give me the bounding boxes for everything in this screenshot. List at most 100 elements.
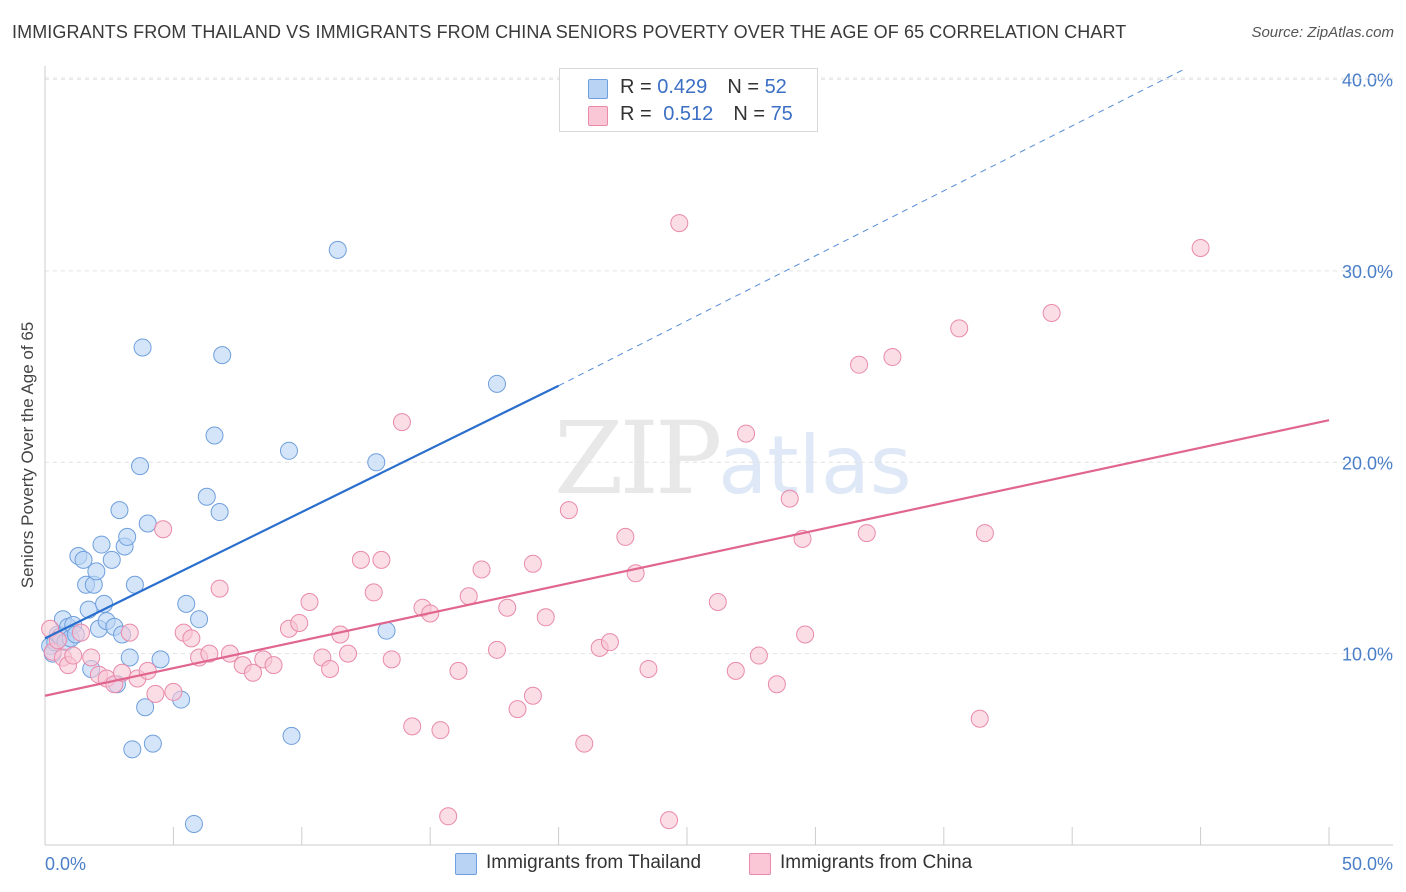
legend-r-value-thailand: 0.429 [657, 76, 708, 98]
data-point-thailand [138, 514, 157, 533]
data-point-china [120, 623, 139, 642]
data-point-china [660, 811, 679, 830]
data-point-china [523, 554, 542, 573]
legend-box: R = 0.429 N = 52 R = 0.512 N = 75 [559, 68, 818, 132]
data-point-thailand [282, 726, 301, 745]
x-tick-label-max: 50.0% [1342, 854, 1393, 874]
y-tick-label: 20.0% [1342, 453, 1393, 473]
data-point-china [71, 623, 90, 642]
data-point-thailand [79, 600, 98, 619]
data-point-china [431, 721, 450, 740]
bottom-legend-swatch-china [749, 853, 771, 875]
data-point-china [975, 524, 994, 543]
data-point-china [639, 659, 658, 678]
data-point-china [300, 592, 319, 611]
bottom-legend-swatch-thailand [455, 853, 477, 875]
data-point-thailand [328, 240, 347, 259]
y-tick-label: 40.0% [1342, 71, 1393, 91]
data-point-thailand [205, 426, 224, 445]
data-point-thailand [213, 346, 232, 365]
data-point-thailand [120, 648, 139, 667]
data-point-china [600, 633, 619, 652]
data-point-china [780, 489, 799, 508]
data-point-thailand [118, 527, 137, 546]
data-point-china [737, 424, 756, 443]
data-point-china [472, 560, 491, 579]
data-point-china [523, 686, 542, 705]
legend-r-label: R = [620, 103, 658, 125]
data-point-thailand [151, 650, 170, 669]
data-point-china [439, 807, 458, 826]
data-point-china [372, 550, 391, 569]
data-point-china [559, 501, 578, 520]
legend-n-value-china: 75 [770, 103, 793, 125]
data-point-china [264, 656, 283, 675]
data-point-thailand [87, 562, 106, 581]
y-tick-label: 30.0% [1342, 262, 1393, 282]
data-point-china [670, 214, 689, 233]
data-point-china [767, 675, 786, 694]
data-point-china [749, 646, 768, 665]
data-point-china [146, 684, 165, 703]
data-point-thailand [110, 501, 129, 520]
data-point-thailand [136, 698, 155, 717]
legend-r-label: R = [620, 76, 658, 98]
data-point-china [449, 661, 468, 680]
data-point-china [351, 550, 370, 569]
legend-r-value-china: 0.512 [663, 103, 714, 125]
legend-swatch-thailand [588, 79, 608, 99]
data-point-thailand [184, 814, 203, 833]
data-point-china [64, 646, 83, 665]
data-point-thailand [102, 550, 121, 569]
data-point-china [487, 640, 506, 659]
data-point-thailand [177, 594, 196, 613]
data-point-china [244, 663, 263, 682]
data-point-china [339, 644, 358, 663]
data-point-china [536, 608, 555, 627]
legend-n-label: N = [733, 103, 771, 125]
data-point-china [138, 661, 157, 680]
data-point-china [364, 583, 383, 602]
data-point-thailand [131, 457, 150, 476]
data-point-thailand [210, 503, 229, 522]
legend-n-value-thailand: 52 [764, 76, 787, 98]
data-point-china [459, 587, 478, 606]
data-point-thailand [143, 734, 162, 753]
data-point-china [883, 348, 902, 367]
trend-line-china [44, 419, 1330, 697]
data-point-thailand [197, 487, 216, 506]
data-point-china [1191, 238, 1210, 257]
bottom-legend-label-china: Immigrants from China [780, 852, 973, 873]
chart-title: IMMIGRANTS FROM THAILAND VS IMMIGRANTS F… [12, 22, 1127, 42]
y-tick-label: 10.0% [1342, 645, 1393, 665]
bottom-legend-label-thailand: Immigrants from Thailand [486, 852, 702, 873]
data-point-china [164, 682, 183, 701]
data-point-thailand [367, 453, 386, 472]
data-point-china [498, 598, 517, 617]
data-point-china [850, 355, 869, 374]
data-point-china [857, 524, 876, 543]
legend-n-label: N = [727, 76, 765, 98]
data-point-china [796, 625, 815, 644]
source-credit: Source: ZipAtlas.com [1251, 24, 1394, 41]
data-point-china [616, 527, 635, 546]
data-point-china [82, 648, 101, 667]
data-point-china [210, 579, 229, 598]
data-point-thailand [74, 550, 93, 569]
data-point-china [575, 734, 594, 753]
legend-swatch-china [588, 106, 608, 126]
data-point-thailand [123, 740, 142, 759]
x-tick-label-min: 0.0% [45, 854, 86, 874]
data-point-china [200, 644, 219, 663]
data-point-thailand [190, 610, 209, 629]
data-point-china [182, 629, 201, 648]
data-point-china [403, 717, 422, 736]
data-point-thailand [92, 535, 111, 554]
data-point-thailand [133, 338, 152, 357]
data-point-china [708, 592, 727, 611]
data-point-china [382, 650, 401, 669]
data-point-china [726, 661, 745, 680]
data-point-thailand [279, 441, 298, 460]
data-point-china [392, 413, 411, 432]
data-point-china [321, 659, 340, 678]
